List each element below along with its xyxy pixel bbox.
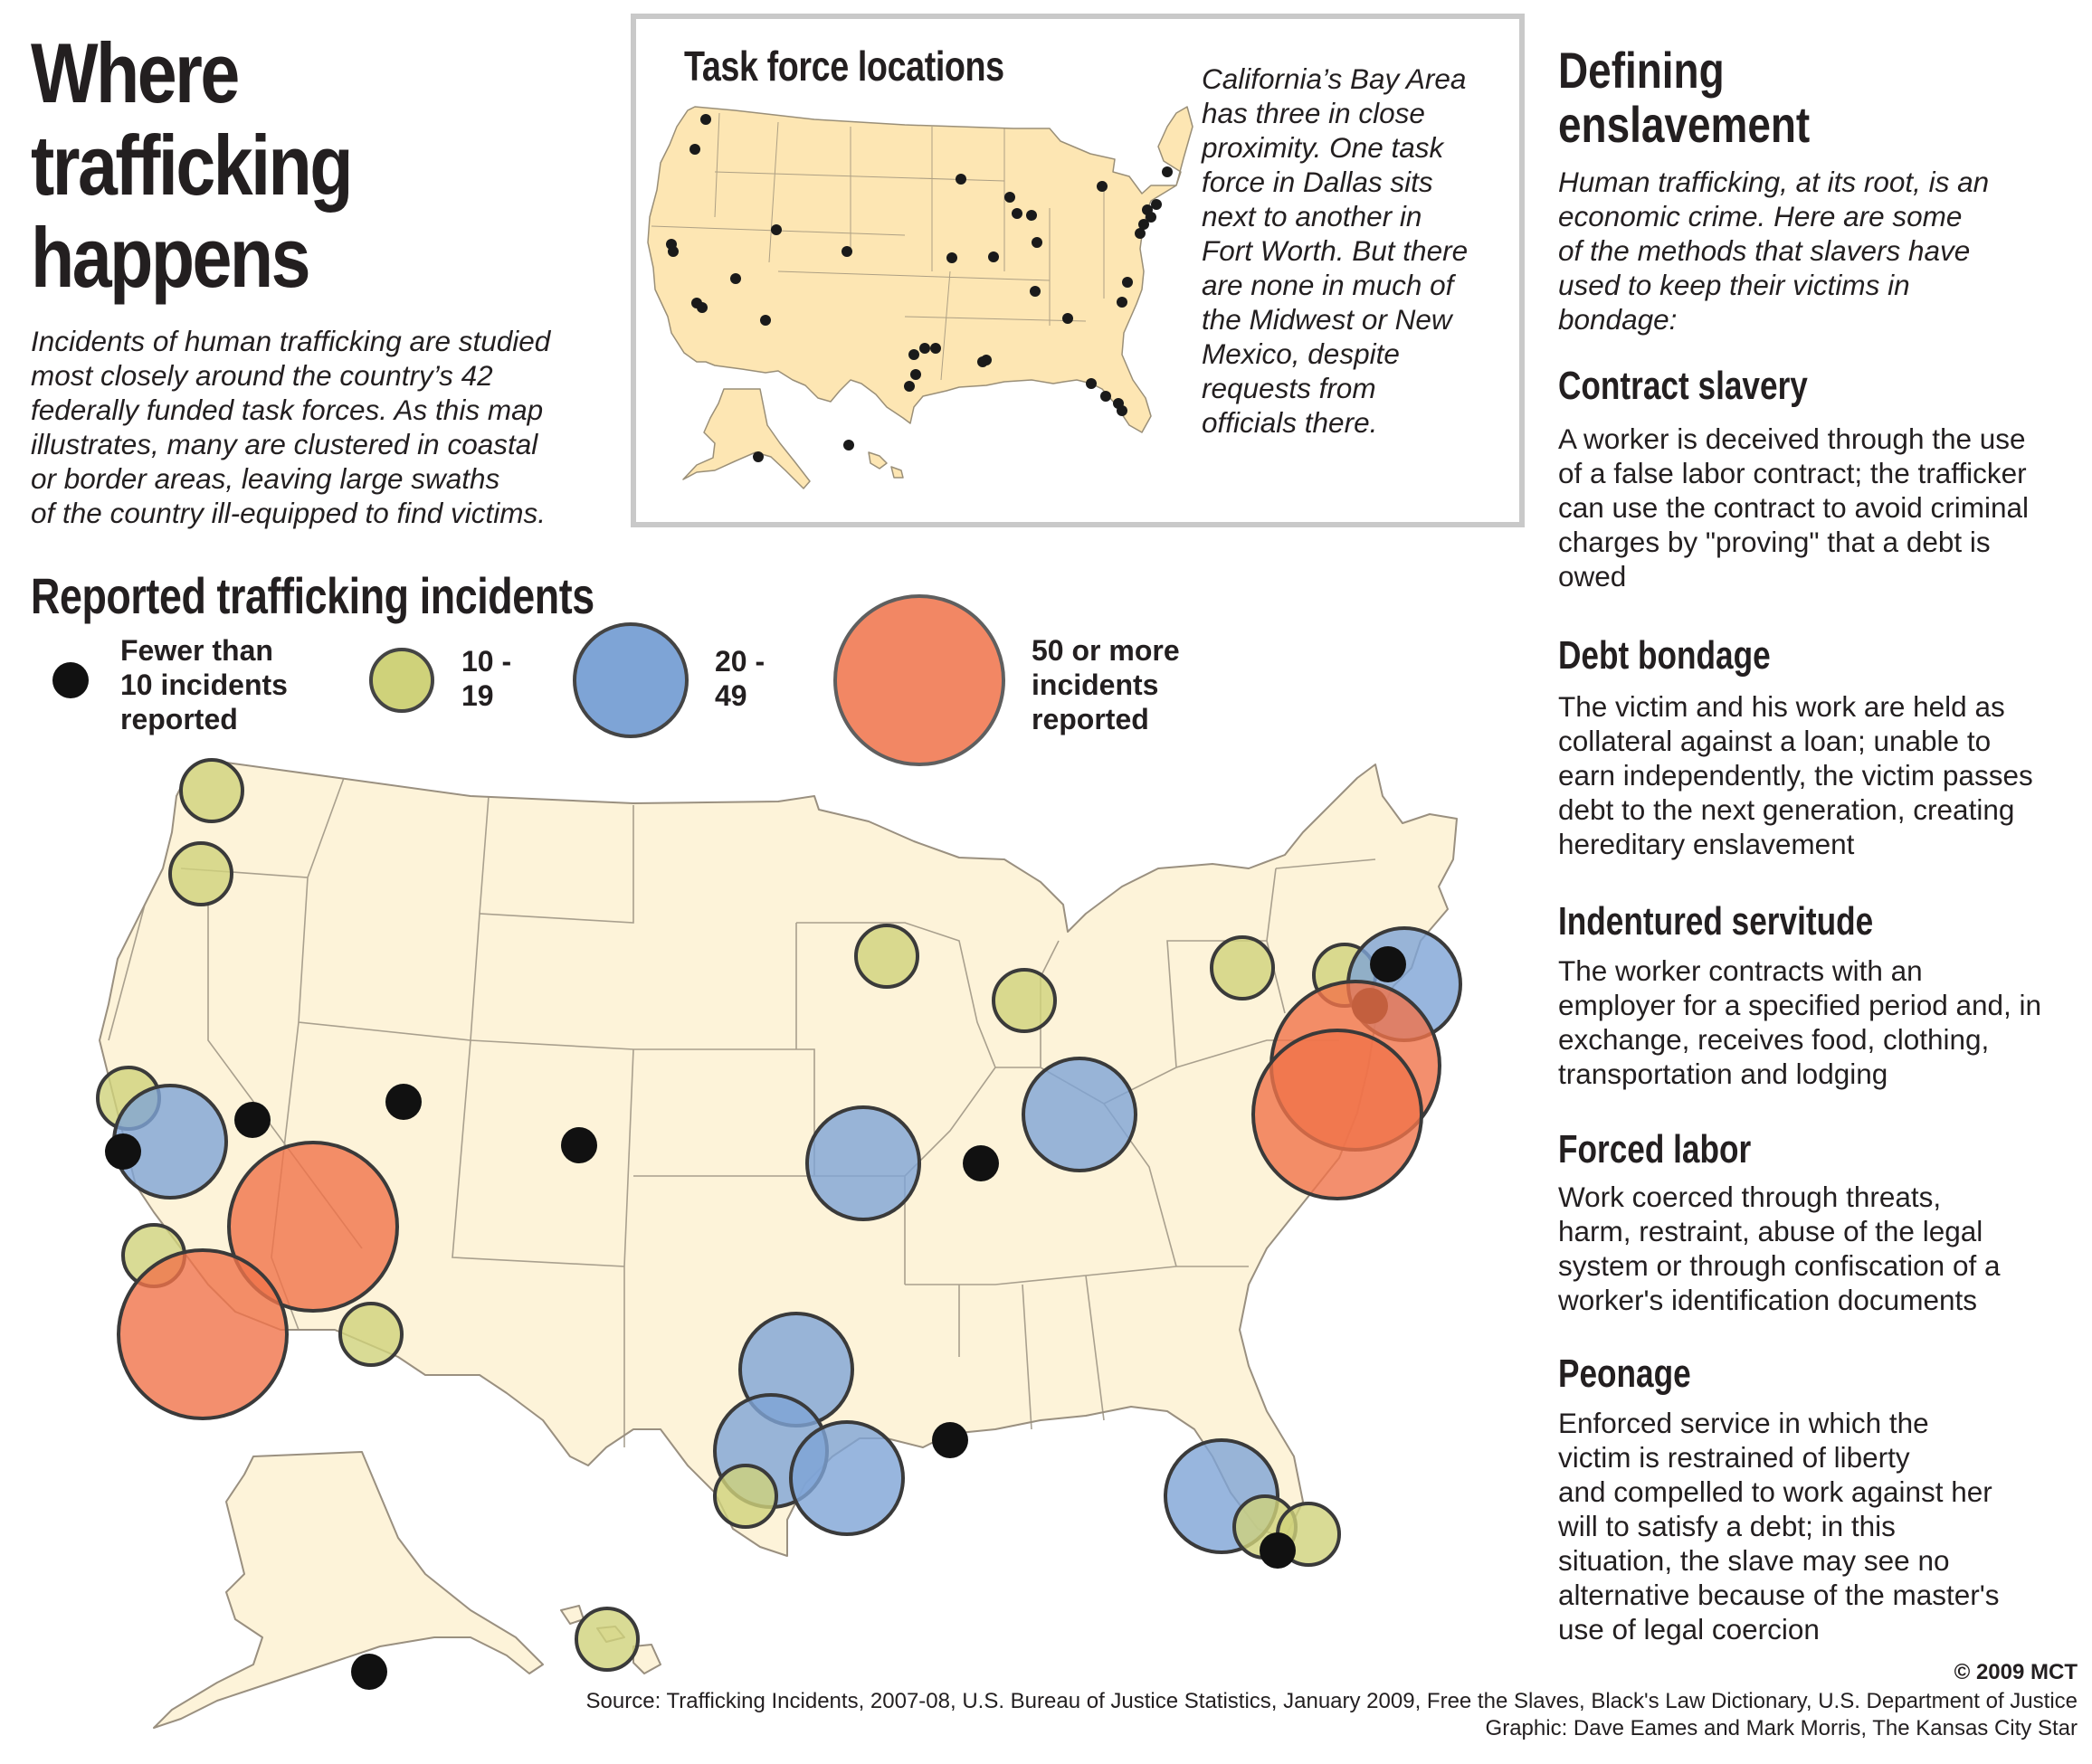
- incident-dot-small: [932, 1422, 968, 1458]
- task-force-dot: [988, 251, 999, 262]
- task-force-dot: [904, 381, 915, 392]
- definition-text-forced-labor: Work coerced through threats, harm, rest…: [1558, 1181, 2001, 1316]
- incident-bubble-10-19: [854, 924, 919, 989]
- task-force-dot: [1135, 228, 1146, 239]
- inset-us-outline: [647, 106, 1193, 433]
- inset-alaska: [682, 388, 811, 489]
- incident-bubble-20-49: [805, 1105, 921, 1221]
- task-force-dot: [956, 174, 966, 185]
- task-force-dot: [930, 343, 941, 354]
- task-force-dot: [1086, 378, 1097, 389]
- definitions-title: Defining enslavement: [1558, 42, 1811, 153]
- task-force-dot: [908, 349, 919, 360]
- task-force-dot: [1122, 277, 1133, 288]
- inset-note: California’s Bay Area has three in close…: [1202, 62, 1469, 439]
- incident-dot-small: [963, 1145, 999, 1181]
- incident-dot-small: [1260, 1532, 1296, 1569]
- definition-text-indentured-servitude: The worker contracts with an employer fo…: [1558, 954, 2042, 1090]
- incident-dot-small: [385, 1084, 422, 1120]
- legend-label-small: Fewer than 10 incidents reported: [120, 634, 288, 735]
- legend: [52, 594, 1005, 766]
- task-force-dot: [730, 273, 741, 284]
- task-force-dot: [946, 252, 957, 263]
- task-force-dot: [700, 114, 711, 125]
- task-force-dot: [843, 440, 854, 450]
- incident-dot-small: [351, 1654, 387, 1690]
- incident-bubble-10-19: [338, 1302, 404, 1367]
- task-force-dot: [977, 356, 988, 367]
- task-force-dot: [1138, 219, 1149, 230]
- inset-task-force-dots: [666, 114, 1173, 462]
- legend-swatch-20-49: [573, 622, 689, 738]
- task-force-dot: [910, 369, 921, 380]
- task-force-dot: [1151, 199, 1162, 210]
- task-force-dot: [760, 315, 771, 326]
- task-force-dot: [668, 246, 679, 257]
- map-title: Reported trafficking incidents: [31, 567, 594, 624]
- inset-title: Task force locations: [684, 43, 1004, 90]
- incident-bubble-10-19: [168, 841, 233, 906]
- definition-heading-debt-bondage: Debt bondage: [1558, 633, 1771, 678]
- task-force-dot: [1097, 181, 1108, 192]
- task-force-dot: [1030, 286, 1041, 297]
- page-title: Where trafficking happens: [31, 25, 354, 305]
- incident-bubble-10-19: [992, 968, 1057, 1033]
- incident-bubble-20-49: [789, 1420, 905, 1536]
- alaska-outline: [153, 1451, 544, 1729]
- legend-swatch-small: [52, 662, 89, 698]
- legend-label-10-19: 10 - 19: [461, 645, 512, 712]
- definition-heading-peonage: Peonage: [1558, 1351, 1691, 1396]
- task-force-dot: [1146, 212, 1156, 223]
- legend-swatch-10-19: [369, 648, 434, 713]
- intro-text: Incidents of human trafficking are studi…: [31, 325, 551, 529]
- definition-heading-contract-slavery: Contract slavery: [1558, 364, 1808, 408]
- incident-bubble-50-plus: [117, 1248, 289, 1420]
- us-land: [99, 759, 1458, 1729]
- definition-heading-indentured-servitude: Indentured servitude: [1558, 899, 1874, 944]
- incident-bubble-10-19: [179, 758, 244, 823]
- inset-hawaii: [868, 451, 904, 479]
- incident-dot-small: [105, 1133, 141, 1170]
- copyright: © 2009 MCT: [1954, 1660, 2078, 1684]
- task-force-dot: [1062, 313, 1073, 324]
- task-force-dot: [919, 343, 930, 354]
- incident-bubble-10-19: [1210, 935, 1275, 1001]
- incident-bubble-10-19: [575, 1607, 640, 1672]
- incident-bubble-20-49: [1022, 1057, 1137, 1172]
- task-force-dot: [842, 246, 852, 257]
- legend-swatch-50-plus: [833, 594, 1005, 766]
- definition-text-contract-slavery: A worker is deceived through the use of …: [1558, 422, 2030, 593]
- legend-label-50-plus: 50 or more incidents reported: [1032, 634, 1180, 735]
- incident-bubble-50-plus: [227, 1141, 399, 1313]
- task-force-dot: [697, 302, 708, 313]
- incident-dot-small: [234, 1102, 271, 1138]
- definition-heading-forced-labor: Forced labor: [1558, 1127, 1752, 1171]
- task-force-dot: [1162, 166, 1173, 177]
- task-force-dot: [753, 451, 764, 462]
- task-force-dot: [1026, 210, 1037, 221]
- legend-label-20-49: 20 - 49: [715, 645, 765, 712]
- task-force-dot: [1012, 208, 1022, 219]
- incident-bubbles: [96, 758, 1462, 1690]
- task-force-dot: [1004, 192, 1015, 203]
- task-force-dot: [1100, 391, 1111, 402]
- source-credit: Source: Trafficking Incidents, 2007-08, …: [585, 1689, 2078, 1740]
- incident-bubble-10-19: [713, 1464, 778, 1529]
- incident-bubble-50-plus: [1251, 1029, 1423, 1200]
- task-force-dot: [1117, 297, 1127, 308]
- incident-dot-small: [1370, 946, 1406, 982]
- definition-text-debt-bondage: The victim and his work are held as coll…: [1558, 690, 2033, 860]
- task-force-dot: [771, 224, 782, 235]
- task-force-dot: [689, 144, 700, 155]
- definition-text-peonage: Enforced service in which the victim is …: [1558, 1407, 2000, 1645]
- task-force-dot: [1032, 237, 1042, 248]
- definitions-intro: Human trafficking, at its root, is an ec…: [1558, 166, 1990, 336]
- task-force-dot: [1117, 405, 1127, 416]
- incident-dot-small: [561, 1127, 597, 1163]
